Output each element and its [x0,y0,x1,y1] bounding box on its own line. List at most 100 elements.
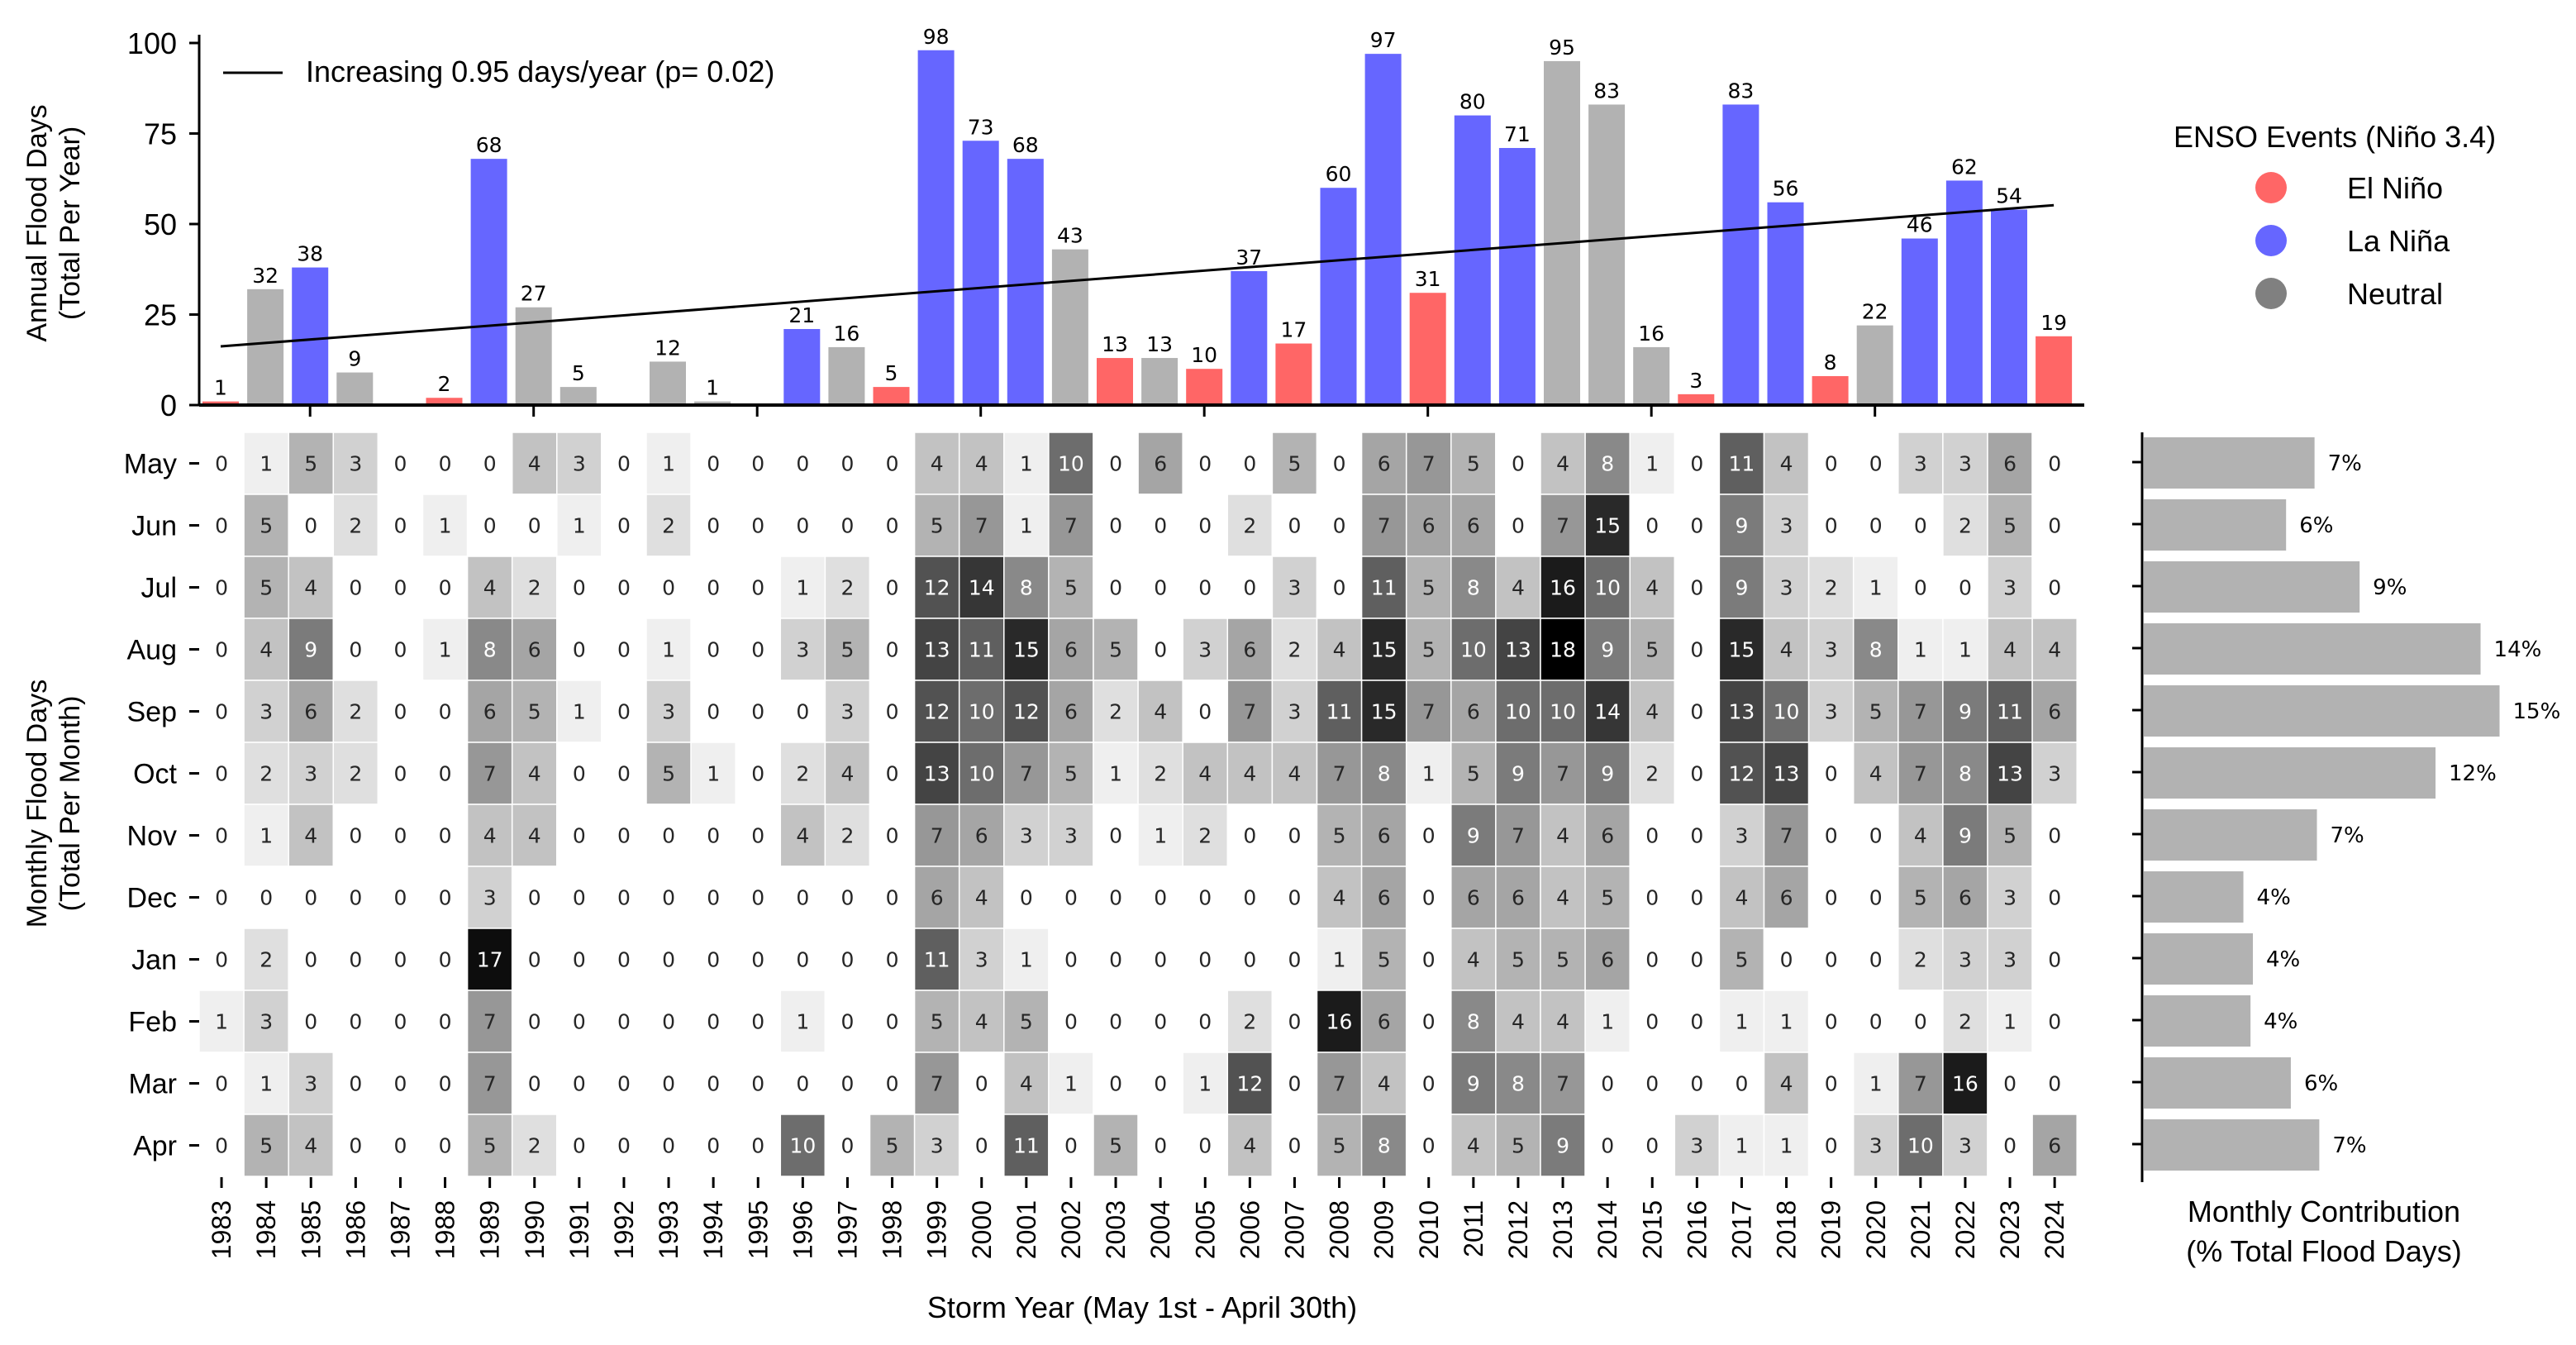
heatmap-cell-value: 0 [304,886,317,910]
heatmap-cell [1405,1052,1452,1115]
heatmap-cell-value: 1 [1020,514,1033,538]
heatmap-cell-value: 0 [393,514,407,538]
heatmap-row-label: Apr [133,1131,177,1162]
annual-bar [1275,343,1312,405]
heatmap-cell-value: 0 [1780,948,1793,972]
heatmap-cell-value: 1 [1735,1010,1748,1034]
heatmap-cell-value: 0 [393,824,407,848]
heatmap-cell-value: 0 [840,514,854,538]
heatmap-cell-value: 10 [1550,700,1576,724]
heatmap-cell-value: 0 [617,576,631,600]
heatmap-cell-value: 0 [1512,514,1525,538]
heatmap-cell [869,804,916,867]
heatmap-cell [824,1114,871,1177]
heatmap-cell [779,990,826,1053]
heatmap-cell [332,556,379,619]
heatmap-cell-value: 0 [1914,576,1927,600]
heatmap-cell-value: 5 [2003,514,2017,538]
heatmap-cell [1540,742,1586,805]
heatmap-cell-value: 3 [1825,700,1838,724]
heatmap-cell-value: 7 [1378,514,1391,538]
heatmap-cell-value: 1 [1422,762,1436,786]
heatmap-cell-value: 0 [393,1072,407,1096]
heatmap-cell [1807,618,1855,681]
heatmap-cell [1316,494,1363,557]
heatmap-cell-value: 3 [1914,452,1927,476]
contrib-bar [2144,437,2315,489]
heatmap-cell [913,1052,960,1115]
annual-flood-bar-chart: Annual Flood Days (Total Per Year) 025507… [21,25,2084,422]
heatmap-cell-value: 2 [1243,1010,1256,1034]
heatmap-cell-value: 0 [707,886,720,910]
heatmap-cell [1495,804,1541,867]
heatmap-cell-value: 1 [1780,1010,1793,1034]
heatmap-cell [1674,556,1721,619]
heatmap-cell-value: 0 [393,948,407,972]
heatmap-cell-value: 0 [2048,1072,2061,1096]
heatmap-cell-value: 6 [1467,700,1480,724]
heatmap-cell [511,494,558,557]
heatmap-cell-value: 0 [707,576,720,600]
heatmap-cell-value: 1 [215,1010,228,1034]
heatmap-cell [1674,1052,1721,1115]
heatmap-cell [824,804,871,867]
heatmap-cell [1718,1052,1765,1115]
heatmap-cell [332,1114,379,1177]
heatmap-cell [824,928,871,991]
heatmap-cell-value: 8 [1378,762,1391,786]
annual-bar-value-label: 5 [885,361,898,385]
heatmap-cell [1316,1052,1363,1115]
heatmap-cell-value: 4 [975,452,988,476]
annual-bar [828,346,865,405]
heatmap-cell-value: 0 [662,576,675,600]
heatmap-cell-value: 0 [1243,824,1256,848]
heatmap-cell-value: 1 [1020,948,1033,972]
heatmap-cell [2031,1114,2078,1177]
heatmap-cell [1003,804,1050,867]
heatmap-row-label: Jul [141,573,177,604]
heatmap-cell [1629,1114,1676,1177]
heatmap-cell-value: 1 [573,700,586,724]
heatmap-cell-value: 1 [1914,638,1927,662]
heatmap-cell-value: 0 [886,948,899,972]
heatmap-cell-value: 0 [439,452,452,476]
heatmap-col-label: 2013 [1548,1200,1578,1259]
heatmap-cell [869,742,916,805]
heatmap-cell-value: 13 [924,638,950,662]
heatmap-cell-value: 0 [751,886,764,910]
heatmap-cell-value: 3 [1959,948,1972,972]
legend-marker-icon [2255,172,2287,203]
heatmap-cell [332,866,379,929]
heatmap-cell-value: 0 [349,886,362,910]
heatmap-cell-value: 0 [1333,576,1346,600]
heatmap-cell [1316,928,1363,991]
heatmap-cell-value: 0 [215,1134,228,1158]
heatmap-cell-value: 0 [1645,886,1659,910]
legend-item-label: Neutral [2347,277,2443,311]
heatmap-cell-value: 3 [2003,886,2017,910]
heatmap-cell-value: 5 [260,1134,273,1158]
heatmap-cell-value: 8 [1869,638,1883,662]
heatmap-cell-value: 2 [1914,948,1927,972]
heatmap-cell [466,928,513,991]
heatmap-cell [958,928,1005,991]
heatmap-col-label: 1999 [922,1200,952,1259]
heatmap-cell-value: 0 [573,638,586,662]
heatmap-cell [690,1114,736,1177]
heatmap-cell-value: 5 [1914,886,1927,910]
heatmap-cell [601,432,647,495]
heatmap-cell-value: 0 [1825,948,1838,972]
heatmap-cell-value: 11 [1997,700,2023,724]
heatmap-cell [1048,990,1094,1053]
heatmap-cell-value: 0 [1959,576,1972,600]
heatmap-col-label: 1993 [654,1200,683,1259]
heatmap-cell [1942,680,1988,743]
heatmap-cell [288,556,335,619]
heatmap-cell [1897,432,1944,495]
heatmap-cell [869,494,916,557]
heatmap-cell-value: 0 [1020,886,1033,910]
heatmap-cell [288,432,335,495]
heatmap-cell-value: 0 [707,948,720,972]
heatmap-cell-value: 0 [1154,576,1167,600]
